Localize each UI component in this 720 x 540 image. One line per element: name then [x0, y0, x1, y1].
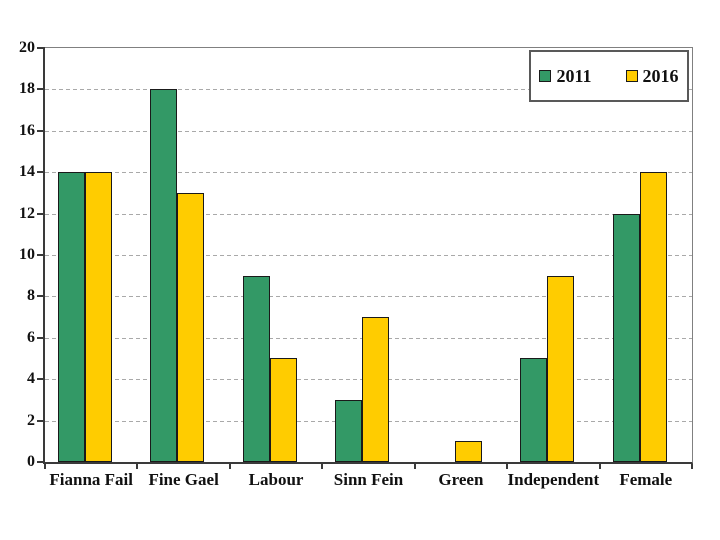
x-axis-tick-1	[136, 464, 139, 469]
gridline-10	[45, 255, 692, 256]
x-axis-category-label-fine-gael: Fine Gael	[148, 470, 219, 489]
y-axis-tick-label-10: 10	[19, 246, 35, 263]
y-axis-tick-label-2: 2	[27, 411, 35, 429]
y-axis-tick-10	[37, 254, 45, 256]
plot-area: 2011 2016	[43, 47, 693, 464]
x-axis-tick-6	[598, 464, 601, 469]
bar-2016-labour	[269, 358, 297, 462]
gridline-18	[45, 89, 692, 91]
bar-2011-independent	[520, 358, 548, 462]
y-axis-tick-0	[37, 461, 45, 463]
x-axis-category-label-green: Green	[438, 470, 484, 489]
bar-2011-sinn-fein	[335, 400, 363, 462]
x-axis-tick-4	[413, 464, 416, 469]
bar-2011-female	[612, 214, 640, 462]
bar-2016-sinn-fein	[362, 317, 390, 462]
x-axis-category-label-independent: Independent	[507, 470, 600, 489]
legend-item-2016: 2016	[625, 66, 679, 86]
x-axis-category-label-sinn-fein: Sinn Fein	[333, 470, 404, 489]
y-axis-tick-4	[37, 378, 45, 381]
bar-2011-fine-gael	[150, 89, 178, 462]
x-axis-tick-0	[44, 464, 46, 469]
gridline-16	[45, 130, 692, 132]
x-axis-tick-3	[321, 464, 324, 469]
y-axis-tick-18	[37, 88, 45, 91]
y-axis-tick-12	[37, 212, 45, 215]
y-axis-tick-20	[37, 47, 45, 49]
y-axis-tick-label-18: 18	[19, 80, 35, 98]
y-axis-tick-label-12: 12	[19, 204, 35, 222]
y-axis-tick-6	[37, 336, 45, 339]
bar-2016-green	[454, 441, 482, 462]
x-axis-tick-5	[506, 464, 509, 469]
legend-label-2011: 2011	[556, 66, 592, 86]
y-axis-tick-label-8: 8	[27, 287, 35, 305]
legend-item-2011: 2011	[539, 66, 592, 86]
y-axis-tick-14	[37, 171, 45, 174]
bar-2016-fianna-fail	[85, 172, 112, 462]
legend-swatch-2016	[625, 70, 638, 82]
gridline-8	[45, 296, 692, 298]
bar-2016-fine-gael	[177, 193, 205, 462]
y-axis-tick-8	[37, 295, 45, 298]
bar-2011-labour	[242, 276, 270, 462]
y-axis-tick-2	[37, 419, 45, 422]
bar-2016-independent	[547, 276, 575, 462]
y-axis-tick-label-6: 6	[27, 328, 35, 346]
legend-swatch-2011	[539, 70, 552, 82]
gridline-14	[45, 172, 692, 174]
x-axis-category-label-labour: Labour	[248, 470, 304, 489]
legend-label-2016: 2016	[642, 66, 679, 86]
y-axis-tick-label-4: 4	[27, 370, 35, 388]
y-axis-tick-label-20: 20	[19, 39, 35, 56]
bar-2011-fianna-fail	[58, 172, 85, 462]
y-axis-tick-16	[37, 129, 45, 132]
x-axis-category-label-female: Female	[619, 470, 673, 489]
legend: 2011 2016	[529, 50, 689, 102]
gridline-12	[45, 213, 692, 215]
x-axis-tick-7	[691, 464, 693, 469]
y-axis-tick-label-16: 16	[19, 121, 35, 139]
x-axis-tick-2	[228, 464, 231, 469]
x-axis-category-label-fianna-fail: Fianna Fail	[49, 470, 134, 489]
bar-2016-female	[639, 172, 667, 462]
y-axis-tick-label-14: 14	[19, 163, 35, 181]
y-axis-tick-label-0: 0	[27, 453, 35, 470]
